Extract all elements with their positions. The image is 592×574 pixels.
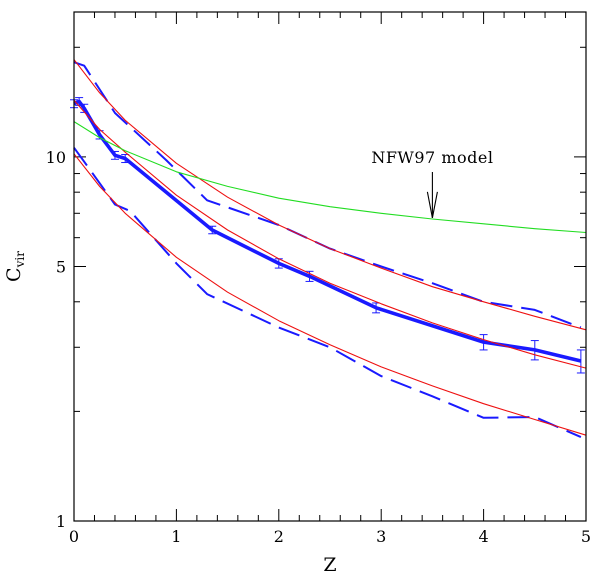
annotation-arrow-head: [426, 191, 438, 218]
x-tick-label: 5: [581, 527, 591, 546]
y-tick-label: 1: [56, 512, 66, 531]
series-line-1: [73, 99, 582, 363]
series-line-3: [73, 147, 582, 439]
series-line-2: [73, 61, 582, 329]
series-line-4: [73, 59, 587, 331]
x-axis-label: Z: [323, 554, 336, 574]
annotation-text: NFW97 model: [371, 148, 493, 167]
y-axis-label: Cvir: [3, 251, 27, 282]
x-tick-label: 0: [69, 527, 79, 546]
series-line-7: [73, 121, 587, 234]
x-tick-label: 1: [171, 527, 181, 546]
x-tick-label: 2: [274, 527, 284, 546]
y-axis-label-subscript: vir: [13, 251, 27, 269]
series-group: [70, 59, 587, 439]
series-line-6: [73, 153, 587, 436]
series-line-5: [73, 99, 587, 369]
tick-marks: [73, 12, 587, 522]
y-tick-label: 5: [56, 258, 66, 277]
y-tick-label: 10: [46, 148, 66, 167]
y-axis-label-main: C: [3, 267, 25, 282]
x-tick-label: 3: [376, 527, 386, 546]
annotation-group: NFW97 model: [371, 148, 493, 218]
plot-frame: [73, 11, 587, 522]
x-tick-label: 4: [479, 527, 489, 546]
